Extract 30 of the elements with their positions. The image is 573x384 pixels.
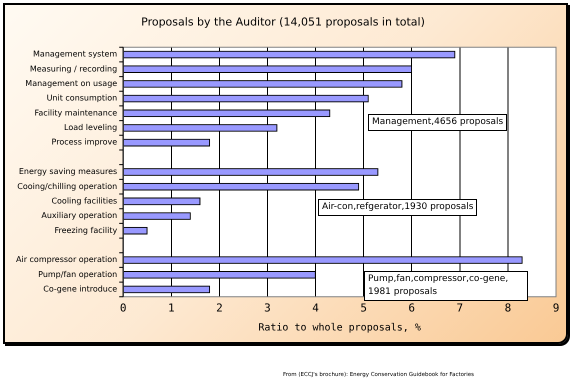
y-tick-label: Facility maintenance [34, 108, 118, 118]
y-tick-label: Management system [33, 50, 118, 59]
y-tick-label: Unit consumption [46, 94, 118, 103]
x-tick-label: 6 [408, 301, 416, 314]
x-tick-label: 7 [456, 301, 464, 314]
y-tick-label: Process improve [52, 138, 118, 147]
y-tick-label: Auxiliary operation [41, 211, 118, 220]
x-tick-label: 8 [504, 301, 512, 314]
x-axis-title: Ratio to whole proposals, % [258, 322, 421, 334]
y-tick-label: Cooing/chilling operation [17, 182, 118, 191]
y-tick-label: Air compressor operation [16, 255, 118, 264]
y-tick-label: Freezing facility [54, 226, 118, 235]
chart-title: Proposals by the Auditor (14,051 proposals in total) [141, 15, 425, 28]
x-tick-label: 5 [360, 301, 367, 314]
annotation: Pump,fan,compressor,co-gene, 1981 proposals [364, 271, 528, 301]
x-tick-label: 0 [120, 301, 127, 314]
annotation: Air-con,refgerator,1930 proposals [318, 199, 478, 216]
y-tick-label: Management on usage [25, 78, 118, 88]
x-tick-label: 1 [168, 301, 175, 314]
y-tick-label: Energy saving measures [18, 167, 118, 176]
x-tick-label: 9 [552, 301, 560, 314]
y-tick-label: Measuring / recording [30, 64, 118, 74]
x-tick-label: 4 [312, 301, 320, 314]
y-tick-label: Pump/fan operation [38, 270, 118, 279]
y-tick-label: Load leveling [64, 123, 118, 132]
annotation: Management,4656 proposals [368, 114, 508, 131]
x-tick-label: 2 [216, 301, 223, 314]
y-tick-label: Cooling facilities [51, 196, 118, 206]
y-tick-label: Co-gene introduce [43, 284, 118, 294]
x-tick-label: 3 [264, 301, 271, 314]
